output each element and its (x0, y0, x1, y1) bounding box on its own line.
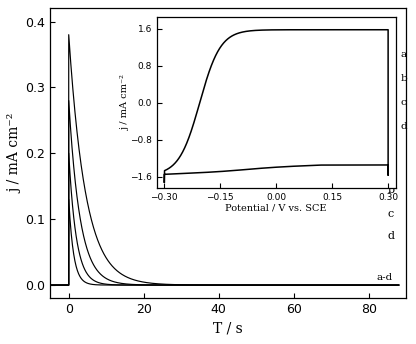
Text: c: c (388, 209, 394, 219)
X-axis label: T / s: T / s (213, 322, 243, 336)
Text: a: a (388, 155, 394, 165)
Y-axis label: j / mA cm⁻²: j / mA cm⁻² (8, 114, 22, 193)
Text: d: d (388, 231, 394, 241)
Text: a-d: a-d (376, 273, 393, 282)
Text: b: b (388, 184, 395, 194)
